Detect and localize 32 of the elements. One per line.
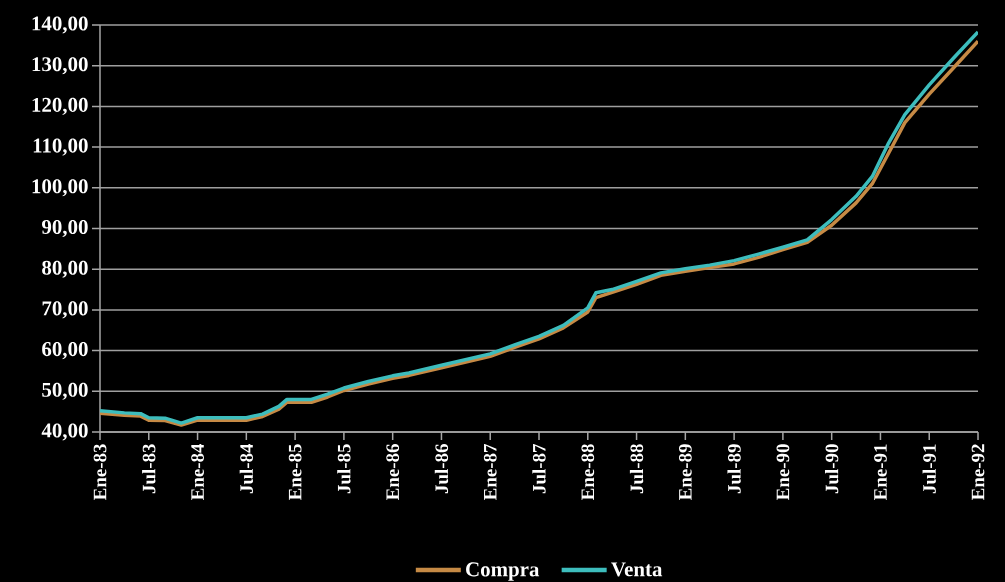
x-tick-label: Jul-83 <box>142 444 156 494</box>
y-tick-label: 40,00 <box>41 423 88 441</box>
x-tick-label: Jul-91 <box>922 444 936 494</box>
y-tick-label: 100,00 <box>32 179 88 197</box>
x-tick-label: Jul-89 <box>727 444 741 494</box>
x-tick-label: Ene-83 <box>93 444 107 500</box>
x-tick-label: Jul-88 <box>629 444 644 494</box>
x-tick-label: Jul-86 <box>434 444 449 494</box>
x-tick-label: Jul-85 <box>337 444 351 494</box>
x-tick-label: Jul-84 <box>239 443 254 494</box>
x-tick-label: Jul-87 <box>532 443 546 494</box>
y-tick-label: 120,00 <box>32 97 88 115</box>
x-tick-label: Ene-88 <box>581 444 595 500</box>
y-tick-label: 130,00 <box>32 57 88 75</box>
y-tick-label: 110,00 <box>33 138 88 156</box>
x-tick-label: Ene-85 <box>288 444 302 500</box>
x-tick-label: Ene-92 <box>971 444 985 500</box>
x-tick-label: Ene-90 <box>776 444 790 500</box>
x-tick-label: Ene-87 <box>483 443 497 500</box>
y-tick-label: 90,00 <box>41 219 88 238</box>
y-tick-label: 50,00 <box>42 382 88 400</box>
x-tick-label: Ene-91 <box>874 444 887 500</box>
y-tick-label: 60,00 <box>42 342 88 360</box>
x-tick-label: Ene-84 <box>191 443 204 500</box>
y-tick-label: 70,00 <box>42 301 88 319</box>
y-tick-label: 80,00 <box>42 260 88 278</box>
legend-label: Compra <box>466 562 540 581</box>
x-tick-label: Ene-86 <box>386 444 400 500</box>
y-tick-label: 140,00 <box>32 16 88 34</box>
x-tick-label: Ene-89 <box>678 444 692 500</box>
x-tick-label: Jul-90 <box>825 444 839 494</box>
legend-label: Venta <box>611 562 663 577</box>
